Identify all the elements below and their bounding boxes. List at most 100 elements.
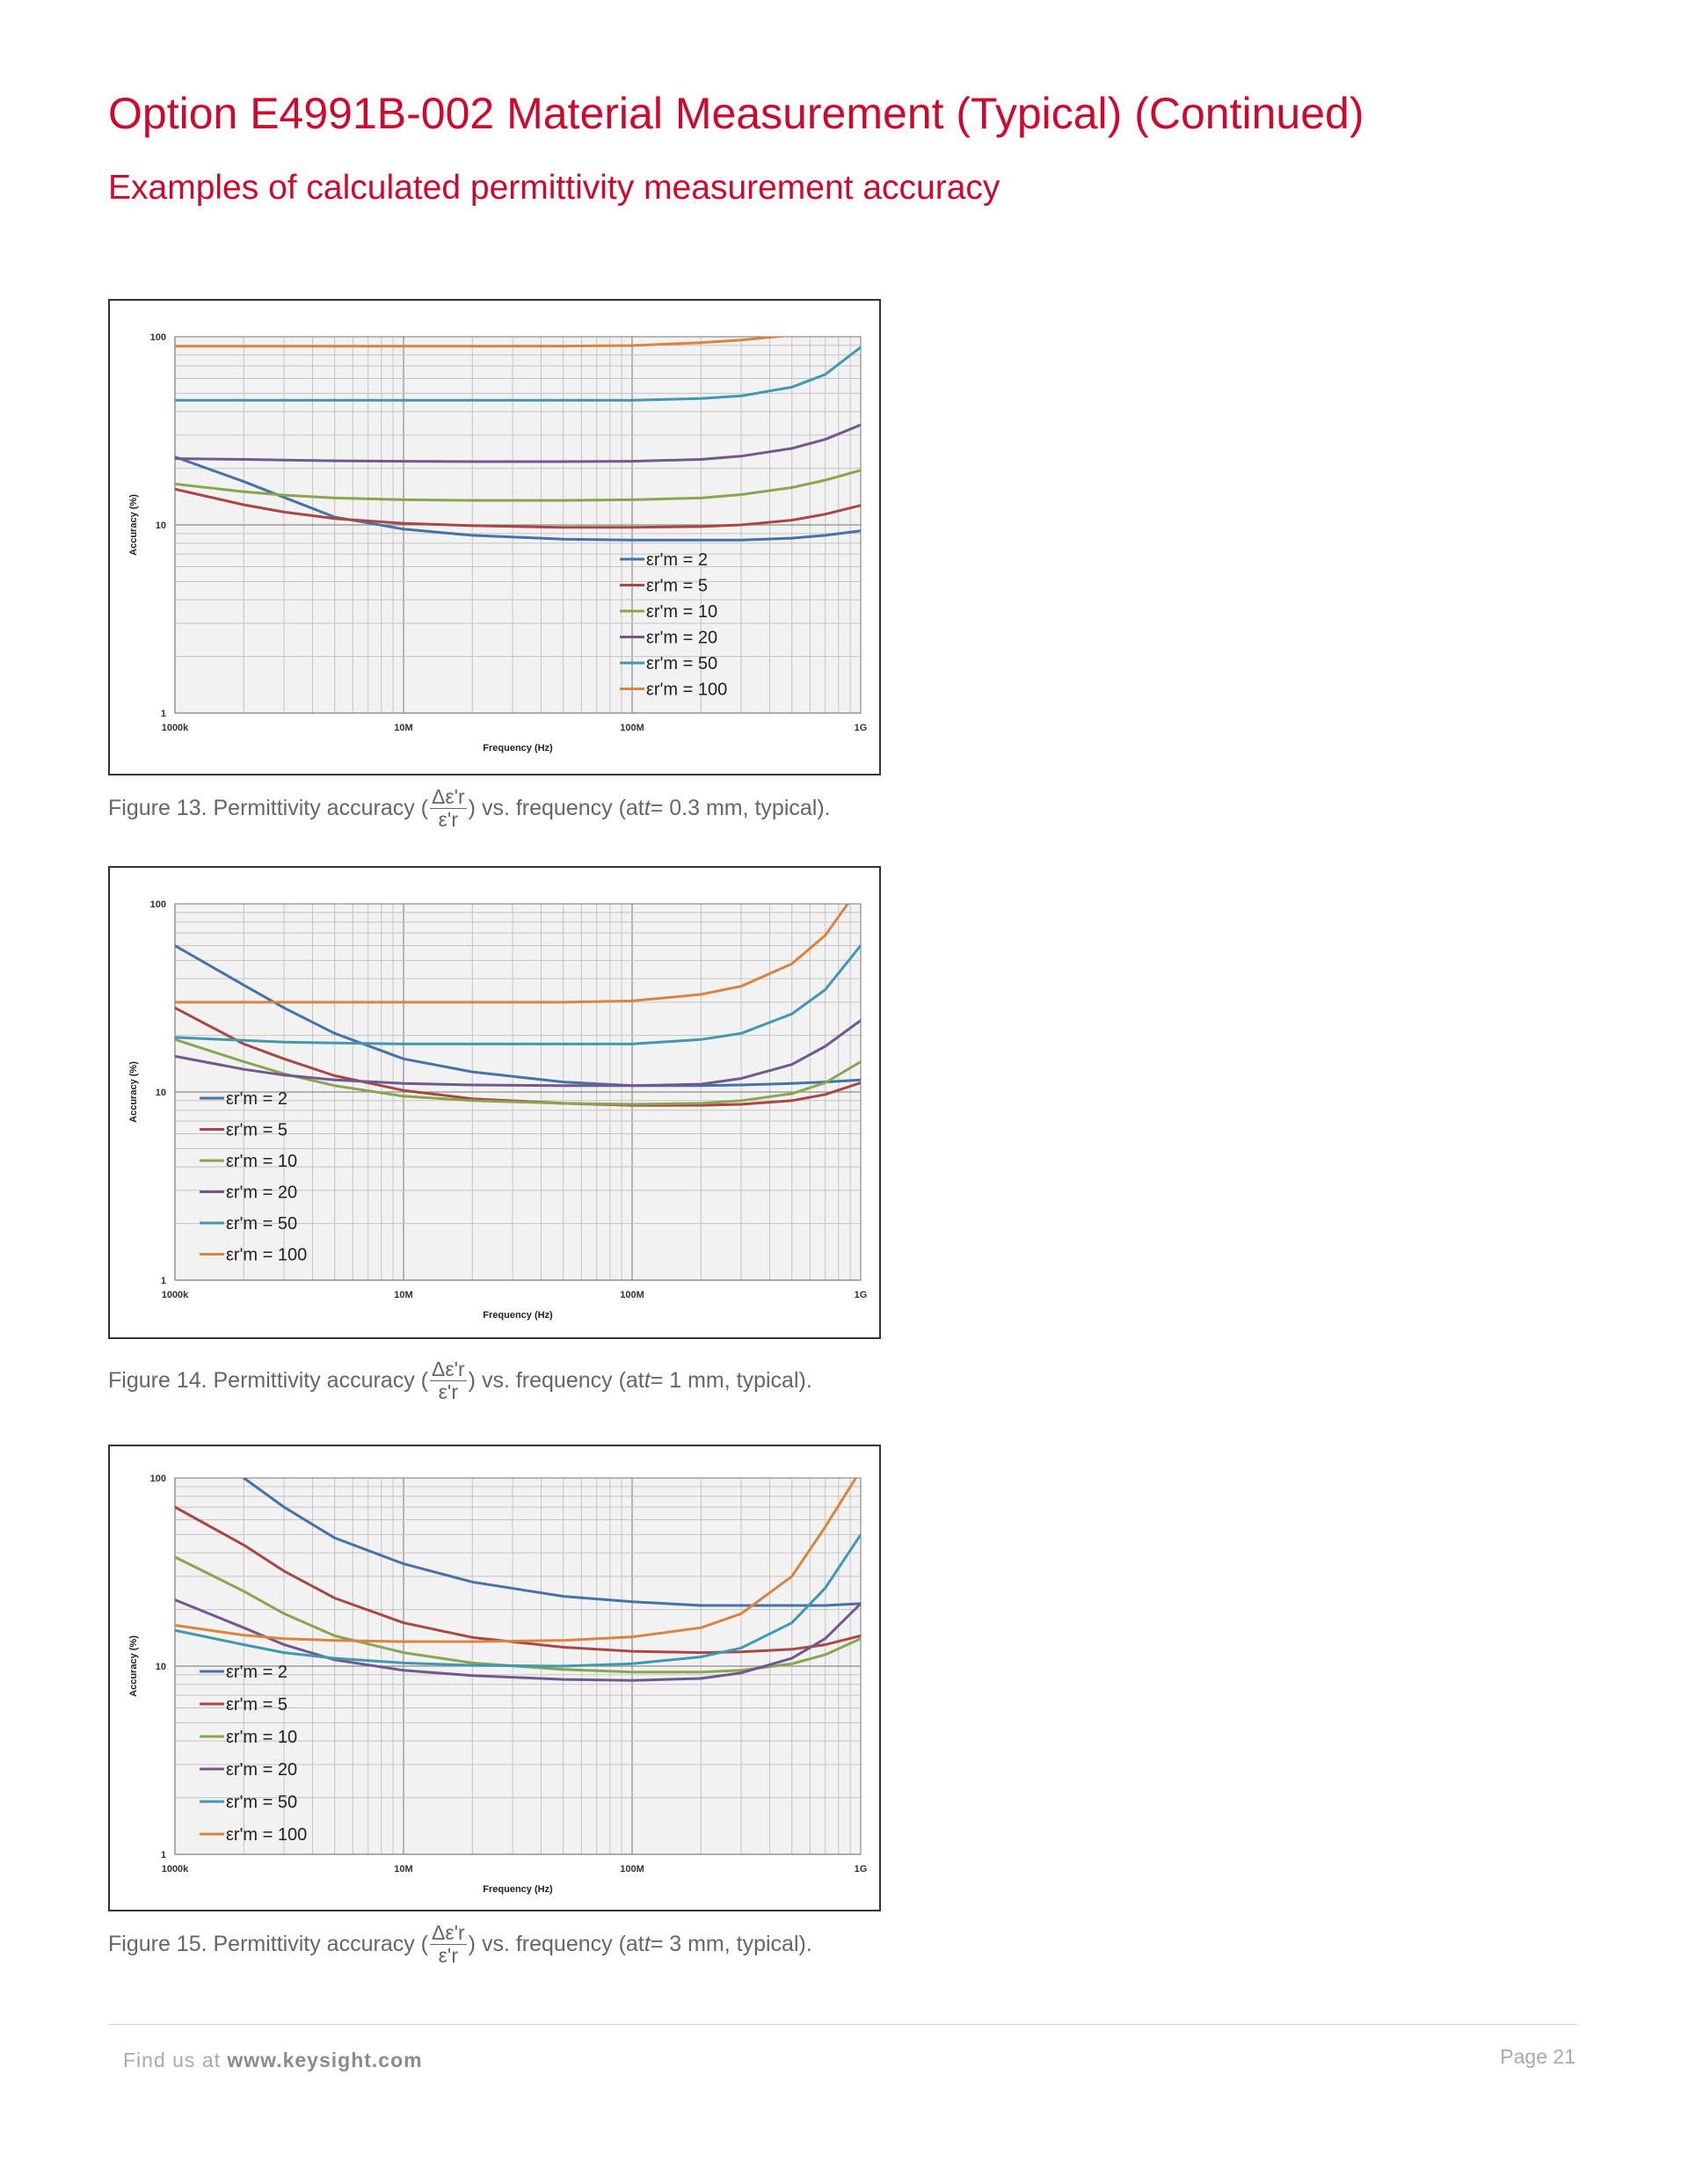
y-axis-title: Accuracy (%) [128,1061,139,1123]
legend-label: εr'm = 20 [226,1183,297,1203]
series-line [175,944,861,1045]
caption-15-fraction: Δε'r ε'r [430,1922,467,1967]
chart-13-svg: 1000k 10M 100M 1G 1 10 100 Frequency (Hz) Accura… [128,332,868,753]
chart-figure-15: 1000k 10M 100M 1G 1 10 100 Frequency (Hz) Accura… [108,1445,881,1911]
series-line [175,904,850,1004]
caption-13-var: t [644,796,651,820]
series-line [175,469,861,502]
caption-13-frac-num: Δε'r [430,785,467,809]
x-tick-label: 100M [620,1290,644,1300]
x-tick-label: 10M [394,723,412,733]
caption-14-frac-den: ε'r [438,1380,458,1403]
legend-label: εr'm = 50 [646,654,717,673]
series-line [175,1598,861,1682]
y-axis-title: Accuracy (%) [128,1635,139,1697]
series-line [241,1478,861,1607]
plot-border [174,1477,862,1855]
plot-border [174,336,862,714]
legend-label: εr'm = 10 [226,1728,297,1747]
chart-figure-14: 1000k 10M 100M 1G 1 10 100 Frequency (Hz) Accura… [108,866,881,1339]
footer-divider [108,2024,1577,2025]
series-line [175,337,789,348]
legend-label: εr'm = 5 [226,1121,287,1140]
caption-figure-13: Figure 13. Permittivity accuracy ( Δε'r … [108,786,831,831]
legend-label: εr'm = 100 [226,1246,307,1265]
legend-label: εr'm = 10 [646,602,717,622]
series-group [175,1478,861,1682]
series-line [175,944,861,1088]
legend-label: εr'm = 20 [646,629,717,648]
legend-label: εr'm = 50 [226,1214,297,1234]
x-axis-title: Frequency (Hz) [483,1310,553,1321]
legend: εr'm = 2 εr'm = 5 εr'm = 10 εr'm = 20 εr'm =… [620,550,727,700]
series-line [175,1019,861,1088]
series-line [175,1478,858,1643]
x-tick-label: 1G [855,1864,868,1875]
y-tick-label: 10 [156,1088,166,1098]
footer-find-us: Find us at www.keysight.com [123,2049,423,2072]
x-tick-label: 1G [855,1290,868,1300]
legend: εr'm = 2 εr'm = 5 εr'm = 10 εr'm = 20 εr'm =… [200,1663,307,1845]
y-axis-title: Accuracy (%) [128,494,139,556]
x-axis-title: Frequency (Hz) [483,743,553,753]
y-tick-label: 10 [156,521,166,531]
legend-label: εr'm = 5 [646,577,708,596]
page-subtitle: Examples of calculated permittivity meas… [108,169,1000,207]
x-tick-label: 1000k [162,723,189,733]
y-tick-label: 10 [156,1662,166,1672]
caption-14-prefix: Figure 14. Permittivity accuracy ( [108,1368,428,1393]
caption-14-frac-num: Δε'r [430,1358,467,1381]
caption-13-mid: ) vs. frequency (at [468,796,644,820]
y-tick-label: 1 [161,1276,166,1286]
y-tick-label: 100 [150,899,166,910]
caption-13-fraction: Δε'r ε'r [430,786,467,831]
legend-label: εr'm = 100 [646,681,727,700]
caption-15-end: = 3 mm, typical). [650,1932,812,1956]
caption-14-var: t [644,1368,651,1393]
chart-figure-13: 1000k 10M 100M 1G 1 10 100 Frequency (Hz) Accura… [108,299,881,775]
y-tick-label: 1 [161,709,166,719]
caption-14-fraction: Δε'r ε'r [430,1358,467,1403]
x-tick-label: 1G [855,723,868,733]
caption-figure-15: Figure 15. Permittivity accuracy ( Δε'r … [108,1922,812,1967]
series-line [175,487,861,529]
series-line [175,1532,861,1668]
legend-label: εr'm = 50 [226,1793,297,1812]
x-tick-label: 100M [620,1864,644,1875]
footer-find-prefix: Find us at [123,2049,228,2071]
caption-15-frac-den: ε'r [438,1944,458,1967]
chart-15-svg: 1000k 10M 100M 1G 1 10 100 Frequency (Hz) Accura… [128,1474,868,1895]
legend-label: εr'm = 20 [226,1760,297,1780]
caption-13-prefix: Figure 13. Permittivity accuracy ( [108,796,428,820]
x-tick-label: 10M [394,1290,412,1300]
x-tick-label: 1000k [162,1864,189,1875]
series-line [175,346,861,402]
legend-label: εr'm = 100 [226,1825,307,1845]
legend-label: εr'm = 5 [226,1695,287,1714]
y-tick-label: 100 [150,332,166,343]
caption-15-mid: ) vs. frequency (at [468,1932,644,1956]
legend-label: εr'm = 2 [226,1089,287,1109]
legend-label: εr'm = 10 [226,1152,297,1171]
caption-14-mid: ) vs. frequency (at [468,1368,644,1393]
x-tick-label: 1000k [162,1290,189,1300]
caption-14-end: = 1 mm, typical). [650,1368,812,1393]
caption-13-frac-den: ε'r [438,808,458,831]
series-group [175,904,861,1107]
grid [174,1478,861,1855]
legend-label: εr'm = 2 [226,1663,287,1682]
footer-url-link[interactable]: www.keysight.com [227,2049,423,2071]
legend-label: εr'm = 2 [646,550,708,570]
series-group [175,337,861,542]
caption-15-var: t [644,1932,651,1956]
series-line [175,1505,861,1655]
chart-14-svg: 1000k 10M 100M 1G 1 10 100 Frequency (Hz) Accura… [128,899,868,1321]
x-axis-title: Frequency (Hz) [483,1884,553,1895]
legend: εr'm = 2 εr'm = 5 εr'm = 10 εr'm = 20 εr'm =… [200,1089,307,1265]
series-line [175,1555,861,1674]
caption-15-frac-num: Δε'r [430,1921,467,1945]
caption-13-end: = 0.3 mm, typical). [650,796,831,820]
series-line [175,423,861,463]
caption-figure-14: Figure 14. Permittivity accuracy ( Δε'r … [108,1358,812,1403]
caption-15-prefix: Figure 15. Permittivity accuracy ( [108,1932,428,1956]
